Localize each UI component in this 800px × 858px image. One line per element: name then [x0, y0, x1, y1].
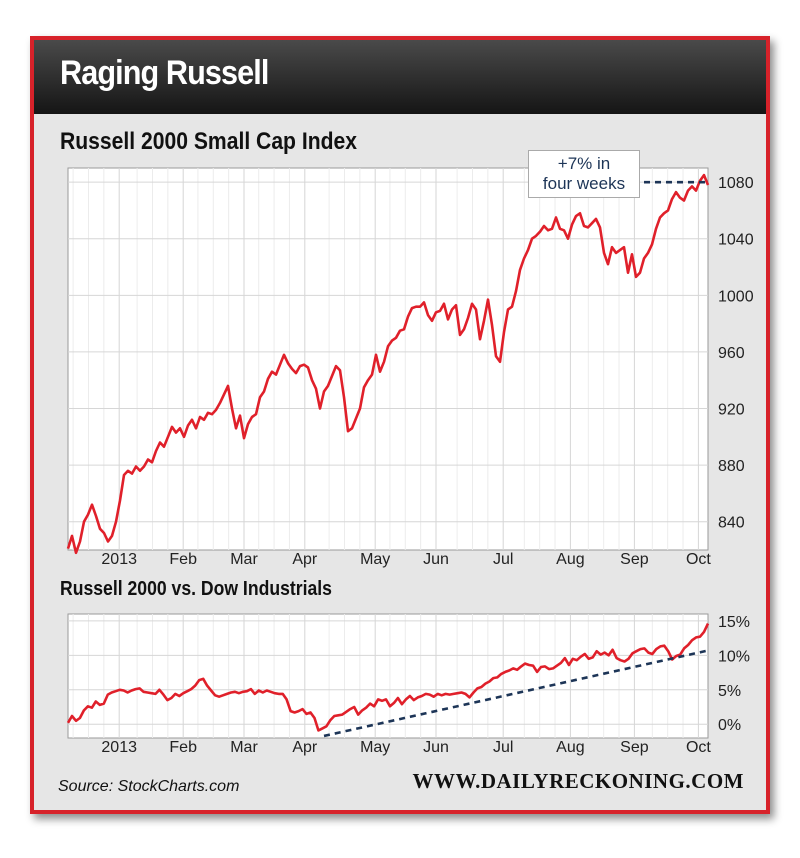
- brand-url: WWW.DAILYRECKONING.COM: [412, 769, 744, 793]
- annotation-line-1: +7% in: [557, 154, 611, 173]
- chart-panel: Russell 2000 Small Cap Index Russell 200…: [34, 114, 766, 810]
- page-title: Raging Russell: [60, 54, 269, 92]
- annotation-line-2: four weeks: [542, 174, 626, 193]
- chart-frame: Raging Russell Russell 2000 Small Cap In…: [30, 36, 770, 814]
- comparison-chart-title: Russell 2000 vs. Dow Industrials: [60, 578, 332, 600]
- index-chart-title: Russell 2000 Small Cap Index: [60, 128, 357, 155]
- source-credit: Source: StockCharts.com: [58, 778, 240, 795]
- header-bar: Raging Russell: [34, 40, 766, 114]
- annotation-box: +7% in four weeks: [528, 150, 640, 198]
